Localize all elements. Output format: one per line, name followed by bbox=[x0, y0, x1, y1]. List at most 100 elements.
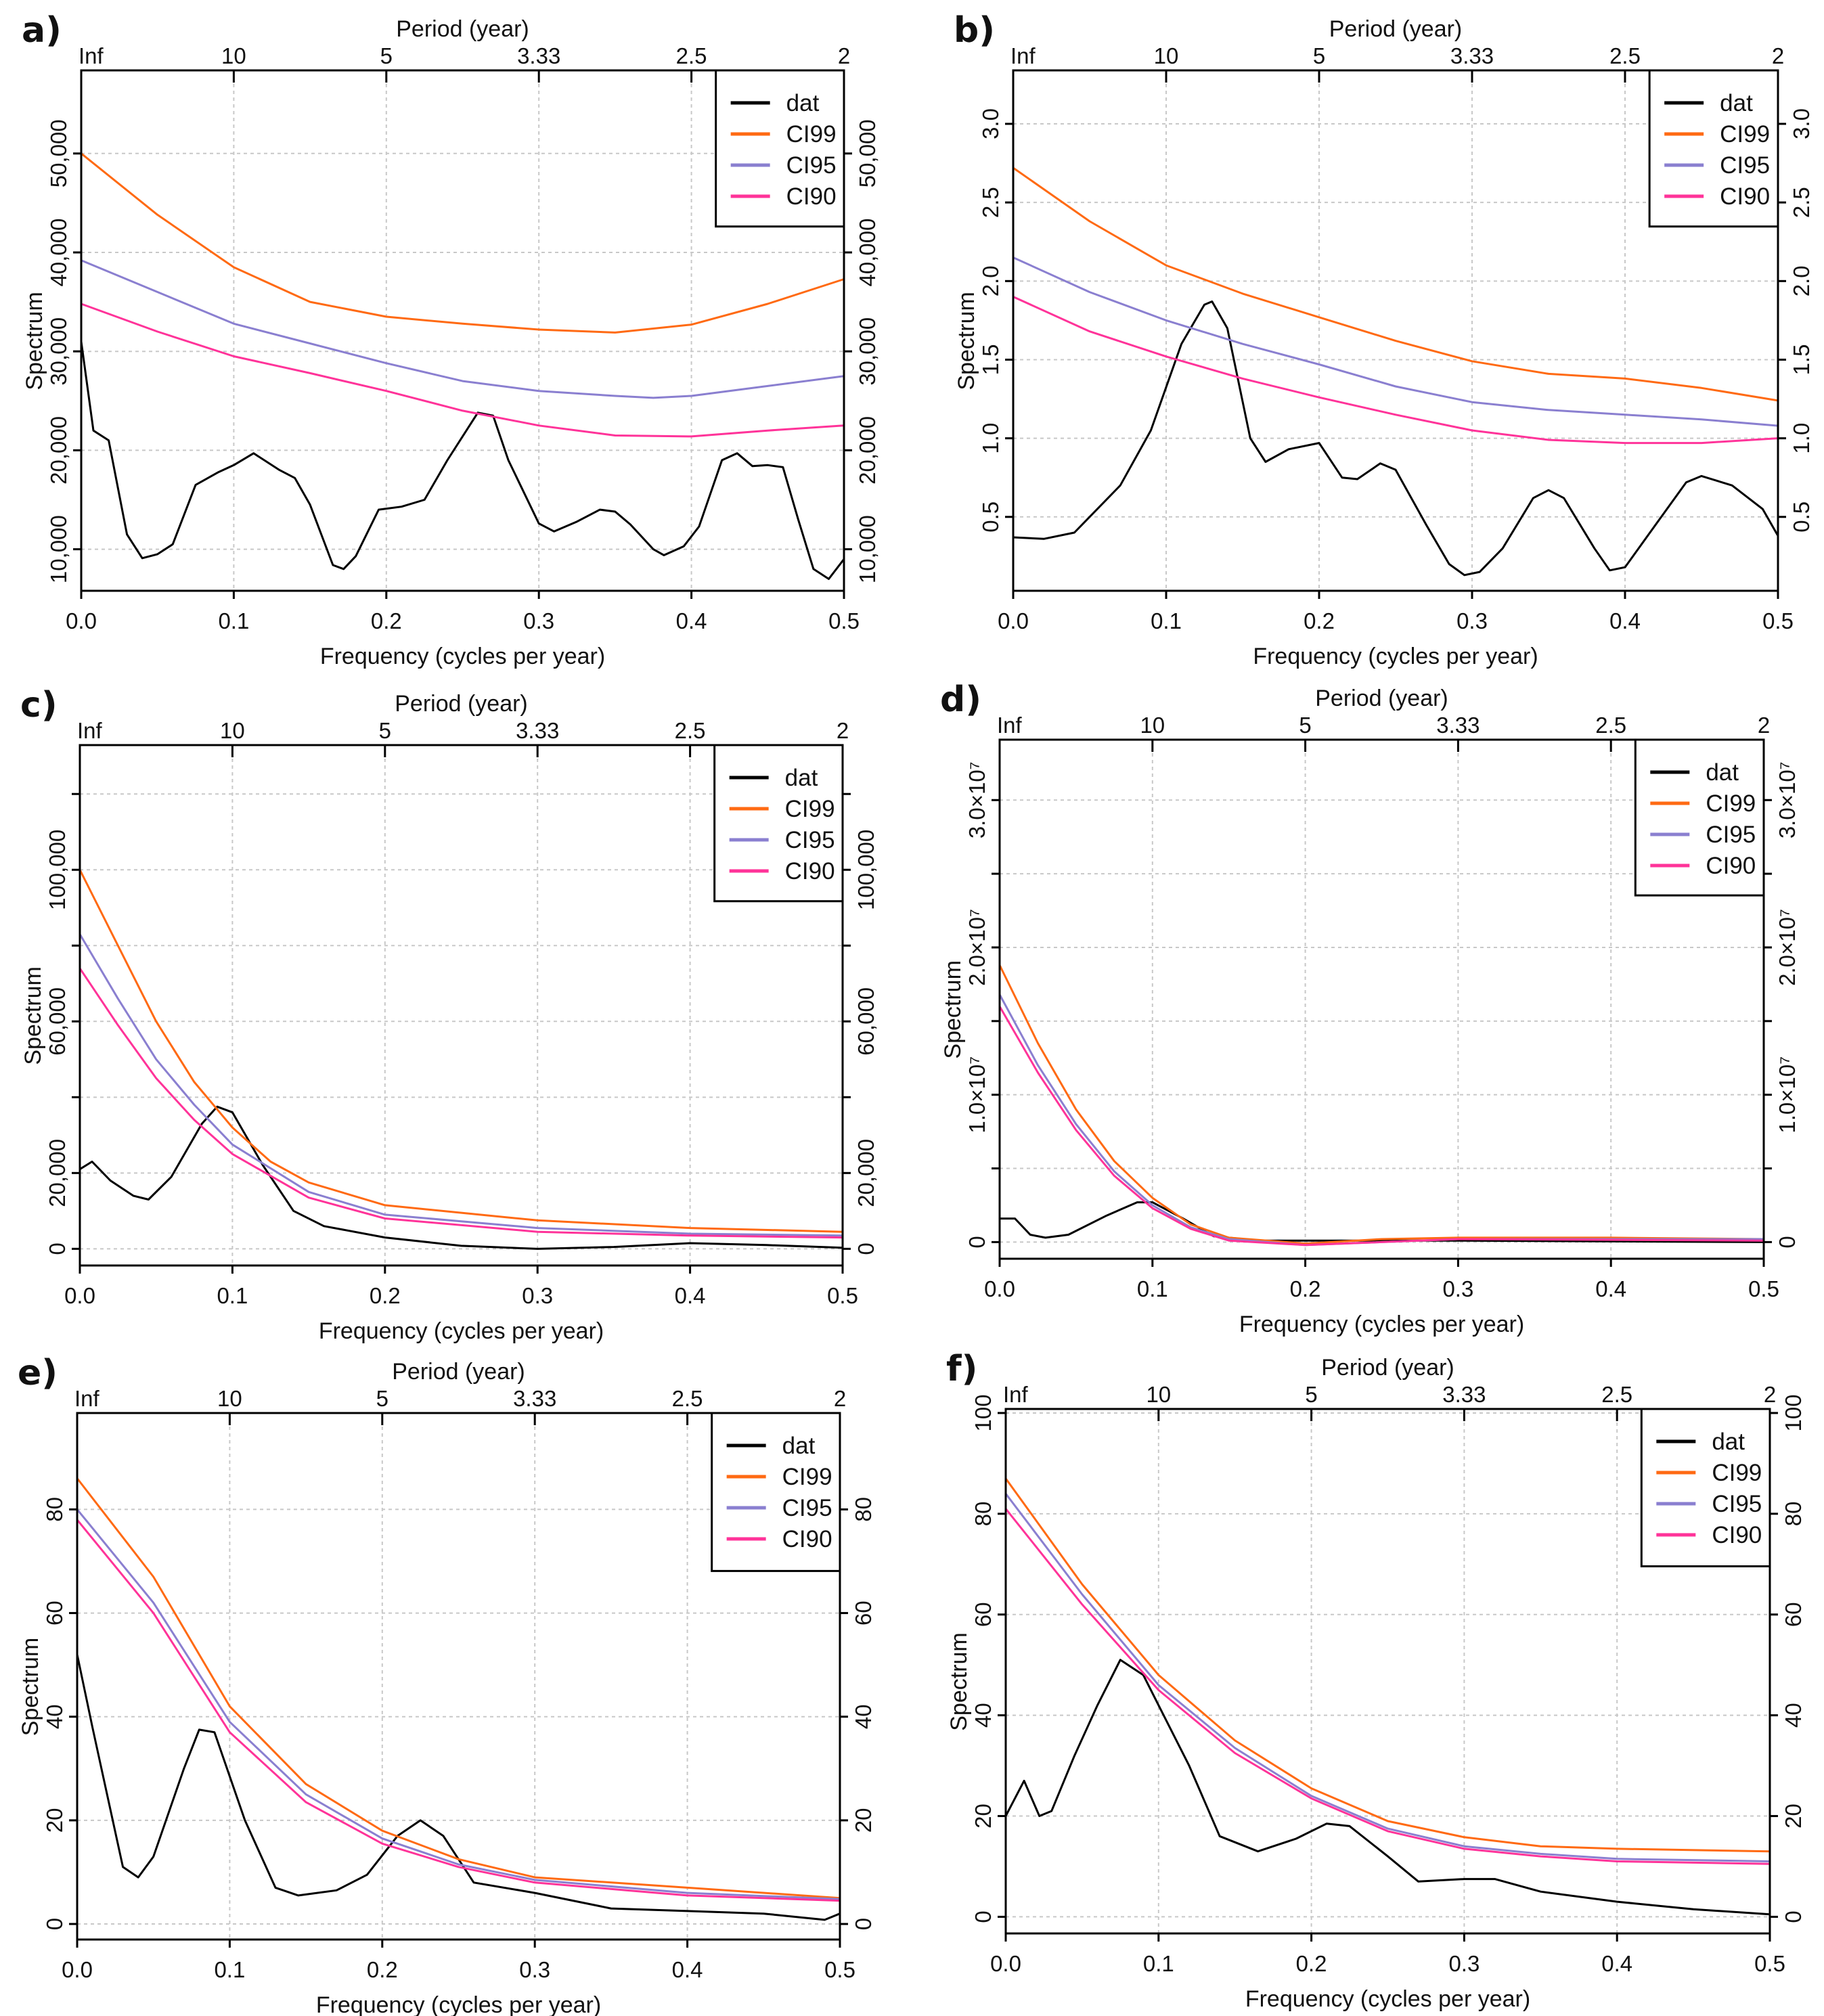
y-tick-label-right: 20,000 bbox=[853, 1139, 878, 1207]
y-tick-label-right: 50,000 bbox=[855, 119, 880, 187]
y-tick-label-right: 0 bbox=[851, 1918, 876, 1930]
x-tick-label: 0.3 bbox=[522, 1283, 553, 1308]
x-tick-label: 0.1 bbox=[217, 1283, 248, 1308]
legend-box bbox=[1648, 69, 1779, 228]
x-tick-label: 0.2 bbox=[371, 608, 402, 633]
y-tick-label: 2.5 bbox=[978, 187, 1003, 218]
period-tick-label: Inf bbox=[1003, 1382, 1029, 1407]
y-tick-label: 0 bbox=[42, 1918, 67, 1930]
plot-frame bbox=[1004, 1408, 1771, 1935]
y-tick-label: 1.0 bbox=[978, 423, 1003, 454]
period-tick-label: 10 bbox=[1140, 713, 1165, 738]
period-tick-label: 10 bbox=[217, 1386, 242, 1411]
y-tick-label-right: 20 bbox=[1781, 1804, 1806, 1829]
x-tick-label: 0.1 bbox=[1143, 1951, 1174, 1976]
y-tick-label: 20 bbox=[42, 1808, 67, 1833]
series-line-ci99 bbox=[1004, 1477, 1771, 1853]
x-tick-label: 0.5 bbox=[1748, 1276, 1779, 1301]
x-tick-label: 0.0 bbox=[990, 1951, 1021, 1976]
y-tick-label: 80 bbox=[42, 1497, 67, 1522]
legend-label: CI95 bbox=[1712, 1491, 1762, 1517]
period-tick-label: 2 bbox=[1764, 1382, 1776, 1407]
x-tick-label: 0.5 bbox=[824, 1957, 855, 1982]
x-tick-label: 0.2 bbox=[1296, 1951, 1327, 1976]
legend-box bbox=[713, 744, 844, 903]
series-line-ci90 bbox=[81, 303, 845, 438]
legend-label: CI99 bbox=[1706, 790, 1756, 817]
y-tick-label: 100,000 bbox=[45, 830, 70, 910]
x-axis-title: Frequency (cycles per year) bbox=[1245, 1986, 1530, 2012]
y-tick-label-right: 40 bbox=[851, 1704, 876, 1729]
legend: dat CI99 CI95 CI90 bbox=[713, 744, 844, 903]
x-tick-label: 0.4 bbox=[1595, 1276, 1626, 1301]
series-line-dat bbox=[1000, 1201, 1764, 1243]
y-tick-label-right: 3.0×10⁷ bbox=[1775, 761, 1800, 838]
spectrum-panel-c: 0.0 Inf 0.1 10 0.2 5 0.3 3.33 0.4 2.5 0.5 2 0 0 20,000… bbox=[20, 685, 878, 1344]
period-tick-label: 5 bbox=[380, 43, 393, 68]
y-tick-label: 2.0×10⁷ bbox=[964, 909, 989, 986]
legend-label: CI90 bbox=[1720, 183, 1770, 210]
y-tick-label-right: 1.0×10⁷ bbox=[1775, 1056, 1800, 1134]
period-tick-label: Inf bbox=[997, 713, 1023, 738]
x-tick-label: 0.3 bbox=[1448, 1951, 1480, 1976]
y-tick-label: 40 bbox=[971, 1703, 996, 1728]
y-tick-label: 20,000 bbox=[46, 416, 71, 485]
legend: dat CI99 CI95 CI90 bbox=[715, 69, 845, 228]
y-tick-label-right: 40 bbox=[1781, 1703, 1806, 1728]
x-tick-label: 0.1 bbox=[1151, 608, 1182, 633]
x-tick-label: 0.3 bbox=[1456, 608, 1488, 633]
top-axis-title: Period (year) bbox=[392, 1359, 525, 1385]
period-tick-label: 5 bbox=[379, 718, 391, 743]
y-axis-title: Spectrum bbox=[18, 1638, 43, 1737]
series-line-dat bbox=[1004, 1659, 1771, 1916]
legend-label: CI90 bbox=[1712, 1522, 1762, 1548]
series-line-ci90 bbox=[998, 1006, 1764, 1247]
x-tick-label: 0.0 bbox=[62, 1957, 93, 1982]
x-tick-label: 0.1 bbox=[218, 608, 249, 633]
x-tick-label: 0.2 bbox=[370, 1283, 401, 1308]
legend-box bbox=[1640, 1408, 1771, 1567]
period-tick-label: 3.33 bbox=[516, 718, 559, 743]
period-tick-label: 2.5 bbox=[672, 1386, 703, 1411]
x-tick-label: 0.3 bbox=[523, 608, 554, 633]
legend-label: CI99 bbox=[786, 121, 837, 148]
spectrum-panel-b: 0.0 Inf 0.1 10 0.2 5 0.3 3.33 0.4 2.5 0.5 2 0.5 0.5 1.… bbox=[954, 10, 1814, 669]
series-line-ci95 bbox=[81, 259, 845, 399]
y-tick-label-right: 2.5 bbox=[1789, 187, 1814, 218]
y-tick-label: 30,000 bbox=[46, 317, 71, 386]
plot-frame bbox=[80, 69, 845, 592]
x-tick-label: 0.3 bbox=[519, 1957, 550, 1982]
x-axis-title: Frequency (cycles per year) bbox=[1239, 1312, 1524, 1337]
series-line-ci99 bbox=[76, 1477, 841, 1900]
series-line-dat bbox=[80, 341, 845, 580]
x-tick-label: 0.0 bbox=[66, 608, 97, 633]
y-tick-label: 1.0×10⁷ bbox=[964, 1056, 989, 1134]
y-tick-label-right: 10,000 bbox=[855, 515, 880, 583]
x-tick-label: 0.5 bbox=[1762, 608, 1794, 633]
y-tick-label: 3.0×10⁷ bbox=[964, 761, 989, 838]
y-tick-label-right: 60 bbox=[851, 1600, 876, 1626]
y-tick-label-right: 20 bbox=[851, 1808, 876, 1833]
period-tick-label: 3.33 bbox=[513, 1386, 556, 1411]
y-tick-label-right: 60,000 bbox=[853, 987, 878, 1056]
y-tick-label-right: 80 bbox=[1781, 1501, 1806, 1526]
y-tick-label: 0 bbox=[45, 1242, 70, 1255]
x-tick-label: 0.4 bbox=[1609, 608, 1641, 633]
period-tick-label: 2 bbox=[837, 718, 849, 743]
y-tick-label-right: 0 bbox=[853, 1242, 878, 1255]
period-tick-label: 2 bbox=[1758, 713, 1770, 738]
legend-label: CI99 bbox=[782, 1464, 832, 1490]
period-tick-label: 2.5 bbox=[1609, 43, 1641, 68]
x-tick-label: 0.5 bbox=[827, 1283, 858, 1308]
period-tick-label: 10 bbox=[220, 718, 245, 743]
y-axis-title: Spectrum bbox=[940, 960, 966, 1059]
legend: dat CI99 CI95 CI90 bbox=[711, 1412, 841, 1572]
series-line-ci90 bbox=[76, 1519, 841, 1902]
x-axis-title: Frequency (cycles per year) bbox=[320, 644, 605, 669]
top-axis-title: Period (year) bbox=[1329, 16, 1463, 42]
legend-label: CI90 bbox=[782, 1526, 832, 1552]
series-line-ci90 bbox=[1013, 296, 1779, 445]
